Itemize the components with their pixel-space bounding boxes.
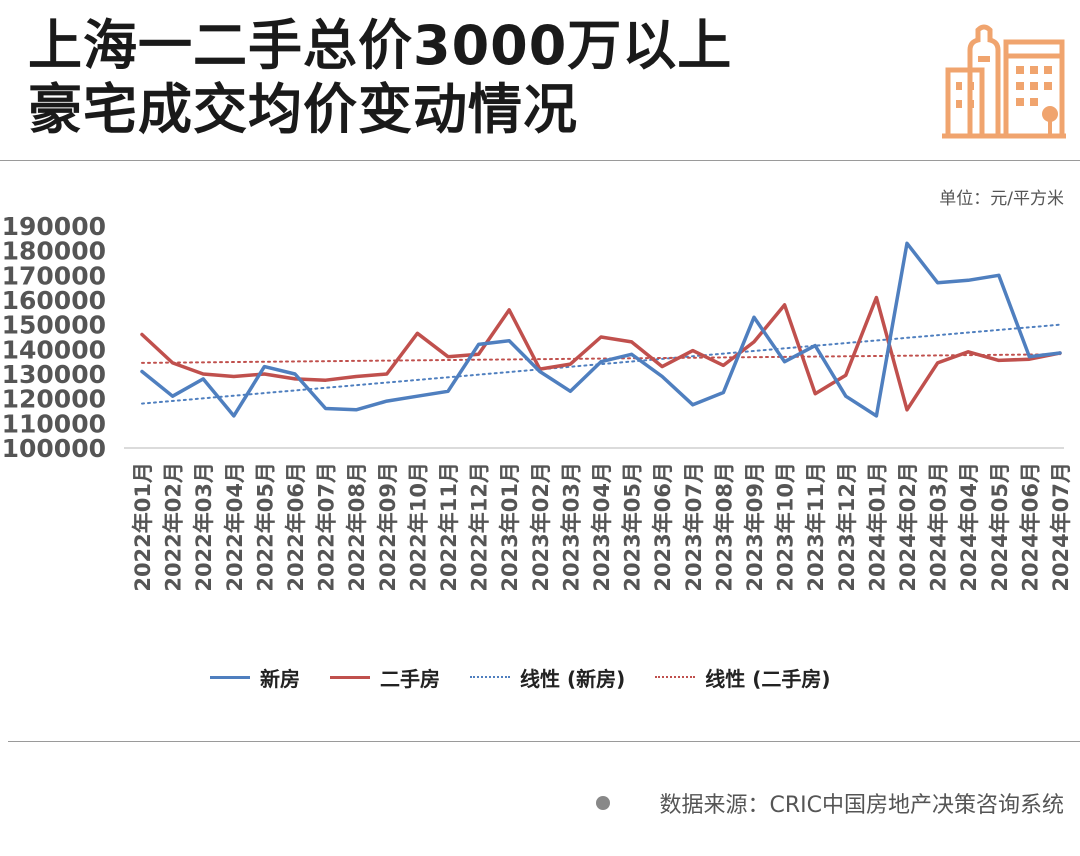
x-tick-label: 2023年02月 (529, 462, 553, 592)
x-tick-label: 2024年03月 (927, 462, 951, 592)
x-tick-label: 2023年10月 (774, 462, 798, 592)
x-tick-label: 2022年09月 (376, 462, 400, 592)
x-tick-label: 2023年09月 (743, 462, 767, 592)
circle-bullet-icon (595, 796, 610, 810)
source-line: 数据来源：CRIC中国房地产决策咨询系统 (595, 787, 1065, 819)
legend-swatch-trend-new (470, 676, 510, 678)
x-tick-label: 2023年08月 (712, 462, 736, 592)
x-tick-label: 2022年01月 (131, 462, 155, 592)
series-line-second (140, 295, 1062, 412)
line-chart: 1000001100001200001300001400001500001600… (2, 212, 1073, 592)
x-tick-label: 2022年12月 (468, 462, 492, 592)
city-buildings-icon (942, 24, 1066, 139)
legend-swatch-second (330, 675, 370, 679)
y-tick-label: 120000 (2, 385, 106, 414)
y-tick-label: 150000 (2, 311, 106, 340)
legend-swatch-trend-second (655, 676, 696, 678)
x-tick-label: 2023年03月 (559, 462, 583, 592)
top-divider (0, 160, 1080, 161)
y-tick-label: 140000 (2, 335, 106, 364)
page-title-line-2: 豪宅成交均价变动情况 (28, 78, 578, 141)
x-tick-label: 2022年08月 (345, 462, 369, 592)
x-tick-label: 2024年05月 (988, 462, 1012, 592)
source-text: 数据来源：CRIC中国房地产决策咨询系统 (659, 793, 1065, 818)
x-tick-label: 2023年12月 (835, 462, 859, 592)
legend-swatch-new (210, 675, 250, 679)
y-tick-label: 130000 (2, 360, 106, 389)
x-tick-label: 2024年04月 (957, 462, 981, 592)
x-tick-label: 2024年06月 (1018, 462, 1042, 592)
unit-label: 单位：元/平方米 (939, 189, 1064, 209)
x-tick-label: 2022年11月 (437, 462, 461, 592)
legend-item-second: 二手房 (330, 663, 440, 692)
x-tick-label: 2023年05月 (621, 462, 645, 592)
y-tick-label: 180000 (2, 237, 106, 266)
x-tick-label: 2022年02月 (162, 462, 186, 592)
legend-label-trend-second: 线性 (二手房) (705, 666, 831, 691)
x-tick-label: 2024年02月 (896, 462, 920, 592)
chart-legend: 新房 二手房 线性 (新房) 线性 (二手房) (210, 662, 861, 692)
page-title-line-1: 上海一二手总价3000万以上 (28, 14, 733, 77)
x-tick-label: 2024年07月 (1049, 462, 1073, 592)
x-tick-label: 2022年06月 (284, 462, 308, 592)
x-tick-label: 2022年03月 (192, 462, 216, 592)
legend-label-trend-new: 线性 (新房) (520, 666, 626, 691)
legend-label-second: 二手房 (380, 666, 440, 691)
x-tick-label: 2024年01月 (865, 462, 889, 592)
y-tick-label: 190000 (2, 212, 106, 241)
x-tick-label: 2022年04月 (223, 462, 247, 592)
x-tick-label: 2023年01月 (498, 462, 522, 592)
legend-label-new: 新房 (260, 666, 300, 691)
legend-item-trend-new: 线性 (新房) (470, 663, 625, 692)
legend-item-new: 新房 (210, 663, 300, 692)
x-tick-label: 2022年10月 (406, 462, 430, 592)
x-tick-label: 2023年06月 (651, 462, 675, 592)
x-tick-label: 2023年07月 (682, 462, 706, 592)
x-tick-label: 2023年11月 (804, 462, 828, 592)
bottom-divider (8, 741, 1080, 742)
y-tick-label: 170000 (2, 261, 106, 290)
x-tick-label: 2022年07月 (315, 462, 339, 592)
title-block: 上海一二手总价3000万以上 豪宅成交均价变动情况 (28, 14, 732, 142)
series-line-new (140, 241, 1062, 418)
y-tick-label: 110000 (2, 409, 106, 438)
y-tick-label: 100000 (2, 434, 106, 463)
x-tick-label: 2023年04月 (590, 462, 614, 592)
trend-line-new (141, 323, 1061, 405)
y-tick-label: 160000 (2, 286, 106, 315)
legend-item-trend-second: 线性 (二手房) (655, 663, 831, 692)
x-tick-label: 2022年05月 (253, 462, 277, 592)
